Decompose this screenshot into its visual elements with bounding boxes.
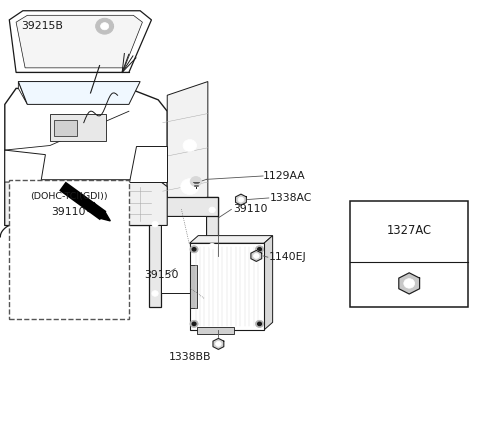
Polygon shape	[91, 217, 100, 302]
Circle shape	[13, 211, 51, 244]
Text: 1327AC: 1327AC	[387, 224, 432, 237]
Polygon shape	[18, 82, 140, 104]
Circle shape	[192, 248, 196, 251]
Circle shape	[181, 179, 199, 195]
Polygon shape	[9, 11, 152, 72]
Polygon shape	[264, 236, 273, 330]
FancyBboxPatch shape	[9, 180, 129, 319]
Bar	[197, 327, 234, 334]
Circle shape	[152, 221, 158, 227]
Circle shape	[209, 207, 215, 213]
Text: 39150: 39150	[144, 270, 179, 280]
Polygon shape	[99, 212, 110, 221]
Circle shape	[86, 296, 89, 298]
Bar	[190, 265, 197, 308]
Text: 1338BB: 1338BB	[168, 352, 211, 363]
Circle shape	[255, 246, 264, 253]
Polygon shape	[129, 146, 167, 182]
Circle shape	[216, 341, 221, 346]
Circle shape	[209, 243, 215, 249]
Text: 39215B: 39215B	[22, 21, 63, 31]
Text: 1129AA: 1129AA	[263, 171, 306, 181]
Circle shape	[258, 248, 262, 251]
Polygon shape	[251, 250, 262, 261]
Circle shape	[96, 18, 114, 34]
Text: 39110: 39110	[233, 204, 267, 214]
Bar	[161, 217, 206, 294]
Circle shape	[27, 294, 34, 300]
Circle shape	[190, 176, 202, 187]
Bar	[26, 224, 91, 302]
Circle shape	[190, 320, 198, 327]
Circle shape	[238, 197, 244, 202]
Circle shape	[190, 246, 198, 253]
Bar	[54, 121, 77, 136]
Polygon shape	[5, 88, 167, 225]
Polygon shape	[26, 217, 100, 224]
Bar	[350, 201, 468, 307]
Circle shape	[183, 140, 196, 151]
Text: 1338AC: 1338AC	[270, 193, 312, 203]
Polygon shape	[163, 82, 208, 225]
Circle shape	[84, 227, 91, 233]
Bar	[190, 243, 264, 330]
Polygon shape	[16, 15, 143, 68]
Text: 1140EJ: 1140EJ	[269, 252, 307, 262]
Polygon shape	[9, 157, 38, 178]
Circle shape	[86, 228, 89, 231]
Polygon shape	[5, 150, 46, 182]
Bar	[26, 244, 33, 283]
Polygon shape	[190, 236, 273, 243]
Circle shape	[258, 322, 262, 325]
Polygon shape	[18, 82, 27, 104]
Circle shape	[27, 227, 34, 233]
Polygon shape	[399, 273, 420, 294]
Bar	[149, 197, 161, 307]
Circle shape	[152, 291, 158, 296]
Bar	[149, 197, 218, 217]
Circle shape	[29, 296, 32, 298]
Polygon shape	[213, 338, 224, 349]
Text: 39110: 39110	[51, 207, 86, 217]
Bar	[50, 113, 106, 141]
Bar	[206, 197, 218, 268]
Circle shape	[101, 22, 109, 30]
Circle shape	[404, 279, 415, 288]
Bar	[33, 300, 65, 306]
Circle shape	[29, 228, 32, 231]
Circle shape	[192, 322, 196, 325]
Text: (DOHC-TCI(GDI)): (DOHC-TCI(GDI))	[30, 192, 108, 201]
Circle shape	[84, 294, 91, 300]
Circle shape	[255, 320, 264, 327]
Circle shape	[253, 253, 259, 258]
Polygon shape	[236, 194, 246, 205]
Polygon shape	[5, 180, 167, 225]
